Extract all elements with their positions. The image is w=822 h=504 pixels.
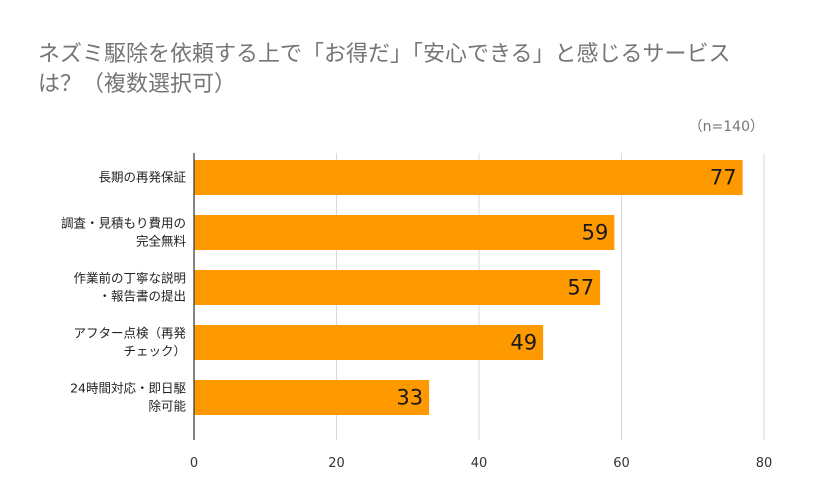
category-label-0-0: 長期の再発保証	[98, 170, 186, 185]
category-label-2-1: ・報告書の提出	[98, 289, 186, 304]
category-label-3-1: チェック）	[123, 344, 186, 359]
data-label-2: 57	[567, 276, 594, 300]
sample-size-note: （n=140）	[688, 119, 764, 135]
x-tick-label-1: 20	[328, 456, 345, 471]
chart-title: ネズミ駆除を依頼する上で「お得だ」「安心できる」と感じるサービス は？（複数選択…	[38, 40, 798, 100]
category-label-4-0: 24時間対応・即日駆	[70, 381, 186, 396]
category-label-1-1: 完全無料	[136, 234, 187, 249]
bar-1	[194, 215, 615, 250]
category-label-1-0: 調査・見積もり費用の	[61, 216, 186, 231]
bar-2	[194, 270, 601, 305]
bar-4	[194, 380, 430, 415]
bar-3	[194, 325, 544, 360]
chart-title-line-2: は？（複数選択可）	[38, 72, 237, 97]
x-tick-label-3: 60	[613, 456, 630, 471]
x-tick-label-2: 40	[471, 456, 488, 471]
category-label-2-0: 作業前の丁寧な説明	[73, 271, 186, 286]
category-label-3-0: アフター点検（再発	[73, 326, 186, 341]
category-label-4-1: 除可能	[148, 399, 186, 414]
x-tick-label-0: 0	[190, 456, 198, 471]
chart-title-line-1: ネズミ駆除を依頼する上で「お得だ」「安心できる」と感じるサービス	[38, 42, 731, 67]
bar-0	[194, 160, 743, 195]
data-label-3: 49	[510, 331, 537, 355]
x-tick-label-4: 80	[756, 456, 773, 471]
data-label-0: 77	[710, 166, 737, 190]
data-label-4: 33	[396, 386, 423, 410]
data-label-1: 59	[582, 221, 609, 245]
